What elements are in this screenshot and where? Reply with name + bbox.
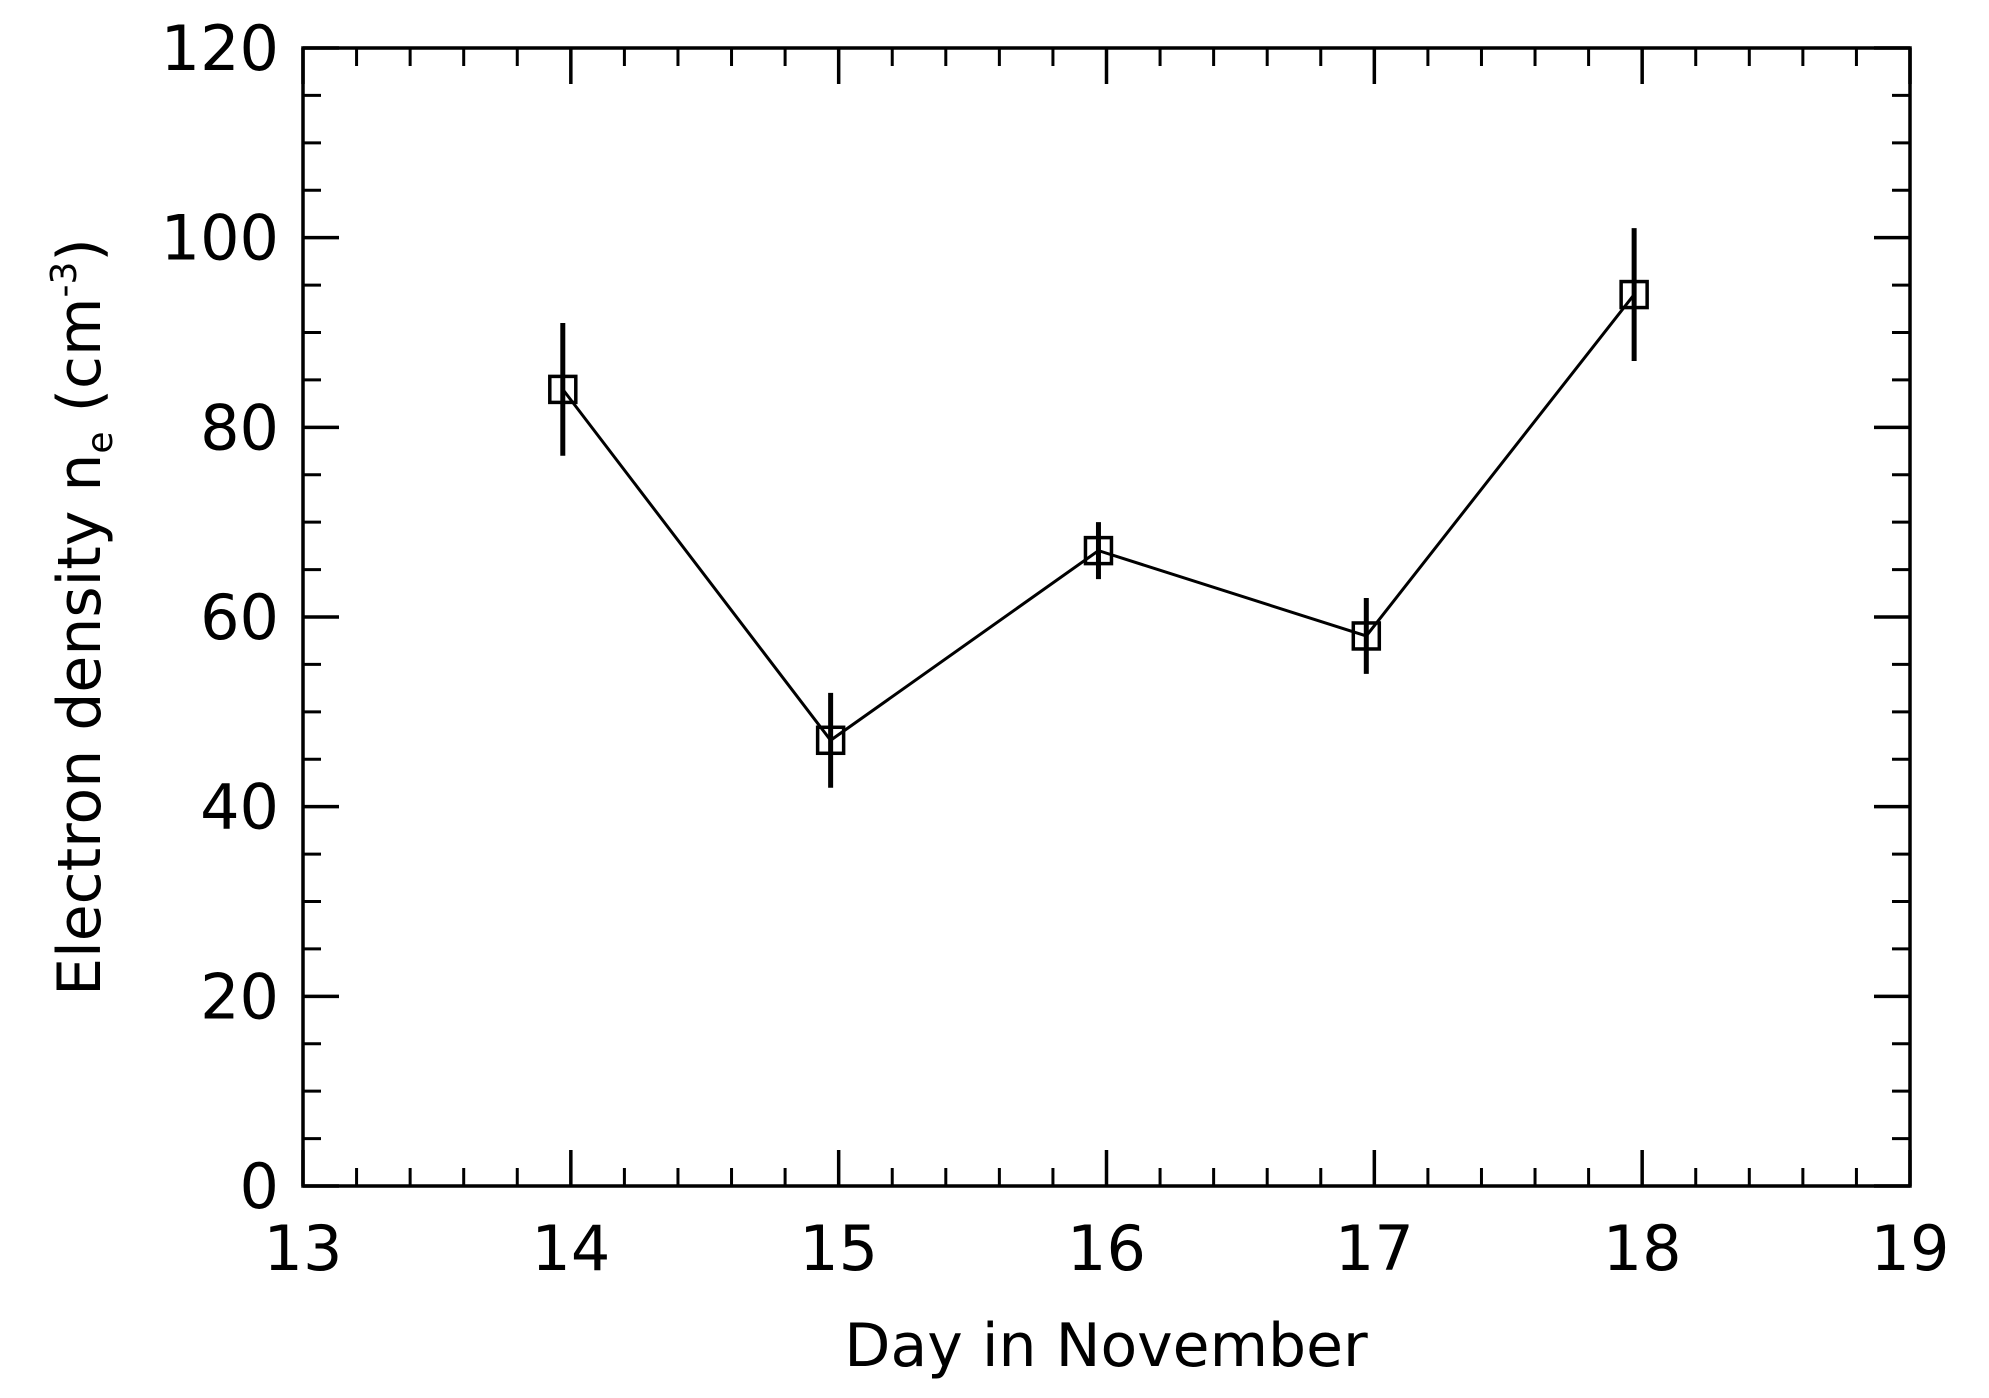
x-tick-labels: 13 14 15 16 17 18 19 (264, 1212, 1950, 1285)
y-axis-label-unit-exp: -3 (44, 262, 85, 298)
y-tick-label: 120 (161, 12, 279, 85)
y-tick-label: 80 (200, 391, 279, 464)
y-axis-label: Electron density ne (cm-3) (44, 238, 121, 996)
y-axis-label-unit-open: (cm (45, 297, 115, 431)
y-tick-label: 60 (200, 581, 279, 654)
plot-frame (301, 46, 1912, 1188)
x-tick-label: 13 (264, 1212, 343, 1285)
y-axis-label-main: Electron density n (45, 454, 115, 996)
minor-ticks (303, 48, 1910, 1186)
y-tick-label: 40 (200, 771, 279, 844)
series-line (561, 293, 1636, 743)
x-tick-label: 18 (1603, 1212, 1682, 1285)
x-tick-label: 15 (799, 1212, 878, 1285)
y-axis-label-unit-close: ) (45, 238, 115, 261)
y-tick-label: 0 (240, 1150, 279, 1223)
y-tick-labels: 0 20 40 60 80 100 120 (161, 12, 279, 1223)
x-tick-label: 19 (1871, 1212, 1950, 1285)
y-tick-label: 100 (161, 202, 279, 275)
data-point (1351, 621, 1382, 651)
x-tick-label: 14 (531, 1212, 610, 1285)
x-axis-label: Day in November (844, 1311, 1368, 1381)
data-point (548, 374, 578, 405)
y-axis-label-subscript: e (80, 431, 121, 453)
major-ticks (301, 46, 1912, 1188)
data-point (1083, 535, 1114, 566)
data-point (1619, 279, 1649, 310)
data-point (815, 725, 846, 756)
series-layer (548, 228, 1649, 788)
x-tick-label: 17 (1335, 1212, 1414, 1285)
x-tick-label: 16 (1067, 1212, 1146, 1285)
y-tick-label: 20 (200, 960, 279, 1033)
